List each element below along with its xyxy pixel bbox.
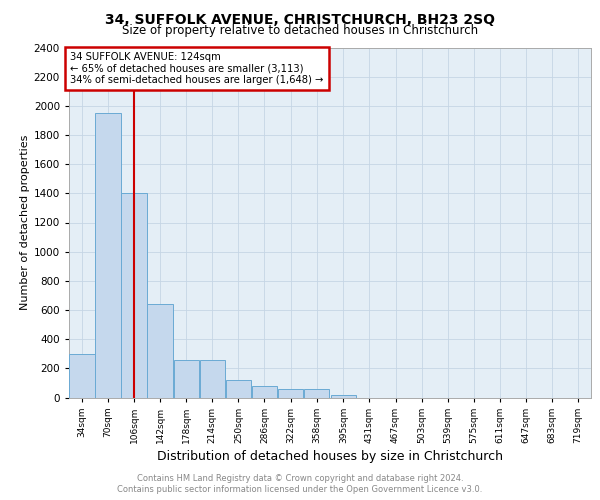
Bar <box>331 394 356 398</box>
Bar <box>304 390 329 398</box>
Bar <box>173 360 199 398</box>
Y-axis label: Number of detached properties: Number of detached properties <box>20 135 29 310</box>
Bar <box>148 304 173 398</box>
Bar <box>252 386 277 398</box>
Bar <box>200 360 225 398</box>
X-axis label: Distribution of detached houses by size in Christchurch: Distribution of detached houses by size … <box>157 450 503 463</box>
Bar <box>95 113 121 398</box>
Bar <box>278 390 303 398</box>
Text: 34, SUFFOLK AVENUE, CHRISTCHURCH, BH23 2SQ: 34, SUFFOLK AVENUE, CHRISTCHURCH, BH23 2… <box>105 12 495 26</box>
Bar <box>121 194 147 398</box>
Text: Contains HM Land Registry data © Crown copyright and database right 2024.
Contai: Contains HM Land Registry data © Crown c… <box>118 474 482 494</box>
Text: 34 SUFFOLK AVENUE: 124sqm
← 65% of detached houses are smaller (3,113)
34% of se: 34 SUFFOLK AVENUE: 124sqm ← 65% of detac… <box>70 52 324 85</box>
Bar <box>69 354 95 398</box>
Text: Size of property relative to detached houses in Christchurch: Size of property relative to detached ho… <box>122 24 478 37</box>
Bar <box>226 380 251 398</box>
